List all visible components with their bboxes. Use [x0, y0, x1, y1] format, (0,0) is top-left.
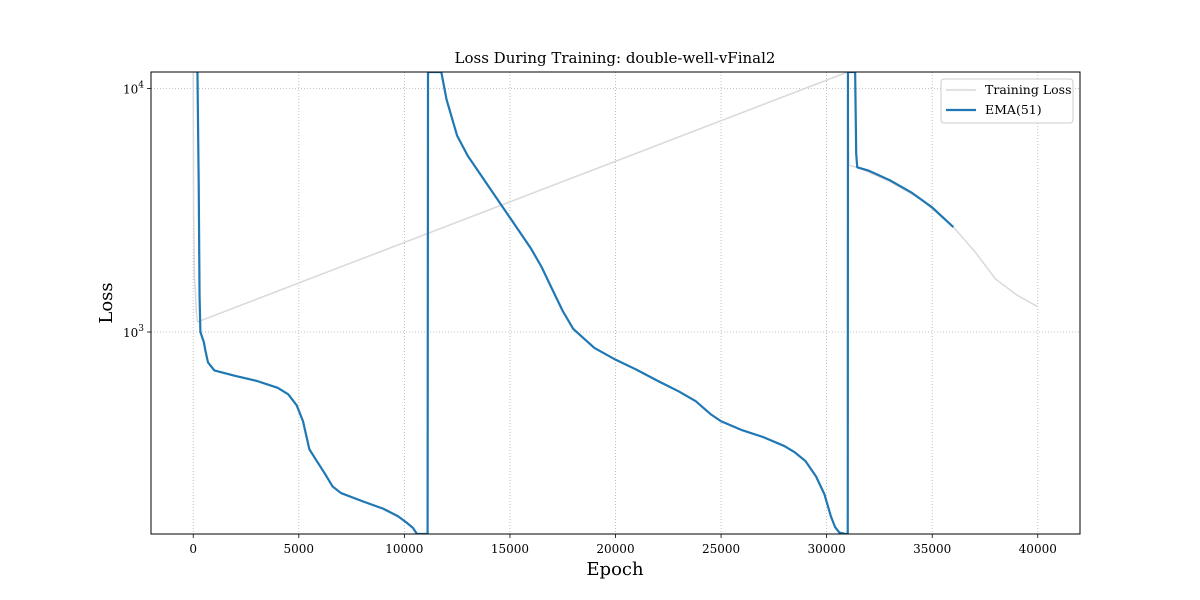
x-tick-label: 25000	[702, 542, 740, 556]
x-tick-label: 20000	[596, 542, 634, 556]
x-axis-label: Epoch	[586, 559, 644, 580]
series-line-ema	[196, 72, 955, 534]
x-tick-label: 30000	[808, 542, 846, 556]
x-tick-label: 5000	[284, 542, 315, 556]
legend-label: EMA(51)	[985, 102, 1042, 117]
series-group	[192, 72, 1039, 534]
x-tick-label: 15000	[491, 542, 529, 556]
series-line-training-loss	[192, 72, 1039, 323]
legend: Training Loss EMA(51)	[940, 78, 1074, 124]
chart-title: Loss During Training: double-well-vFinal…	[455, 49, 776, 67]
y-tick-label: 104	[123, 81, 144, 97]
y-axis-label: Loss	[96, 282, 117, 323]
y-tick-label: 103	[123, 324, 144, 340]
x-tick-label: 0	[189, 542, 197, 556]
x-axis-ticks: 0 5000 10000 15000 20000 25000 30000 35000 40000	[189, 534, 1057, 556]
x-tick-label: 40000	[1019, 542, 1057, 556]
legend-label: Training Loss	[985, 82, 1072, 97]
x-tick-label: 10000	[385, 542, 423, 556]
x-tick-label: 35000	[913, 542, 951, 556]
grid-lines	[151, 72, 1080, 534]
y-axis-ticks: 103 104	[123, 81, 151, 340]
